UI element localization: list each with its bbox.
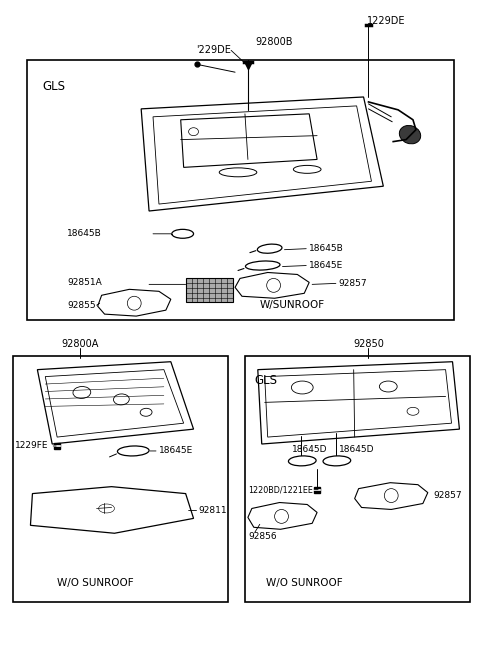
Text: 92856: 92856 (248, 532, 276, 541)
Text: 92800B: 92800B (256, 37, 293, 47)
Text: 1220BD/1221EE: 1220BD/1221EE (248, 485, 313, 494)
Bar (186, 279, 233, 302)
Text: 18645B: 18645B (67, 229, 102, 238)
Text: 92855: 92855 (67, 301, 96, 309)
Text: GLS: GLS (42, 80, 65, 93)
Text: 92811: 92811 (199, 506, 227, 515)
Bar (12, 356, 228, 602)
Text: 1229DE: 1229DE (367, 16, 405, 26)
Text: 18645D: 18645D (339, 445, 374, 455)
Text: 92857: 92857 (339, 279, 368, 288)
Text: 18645E: 18645E (309, 261, 343, 270)
Text: 1229FE: 1229FE (14, 442, 48, 451)
Text: 92857: 92857 (434, 491, 462, 500)
Text: W/O SUNROOF: W/O SUNROOF (266, 578, 343, 588)
Text: 92800A: 92800A (61, 339, 98, 349)
Text: GLS: GLS (255, 374, 278, 386)
Text: 18645E: 18645E (159, 447, 193, 455)
Text: '229DE: '229DE (196, 45, 231, 55)
Bar (245, 356, 470, 602)
Bar (27, 60, 455, 320)
Text: W/SUNROOF: W/SUNROOF (260, 300, 325, 310)
Text: 92851A: 92851A (67, 278, 102, 287)
Text: 18645B: 18645B (309, 244, 344, 253)
Text: W/O SUNROOF: W/O SUNROOF (57, 578, 134, 588)
Ellipse shape (399, 125, 420, 144)
Text: 92850: 92850 (353, 339, 384, 349)
Text: 18645D: 18645D (292, 445, 328, 455)
